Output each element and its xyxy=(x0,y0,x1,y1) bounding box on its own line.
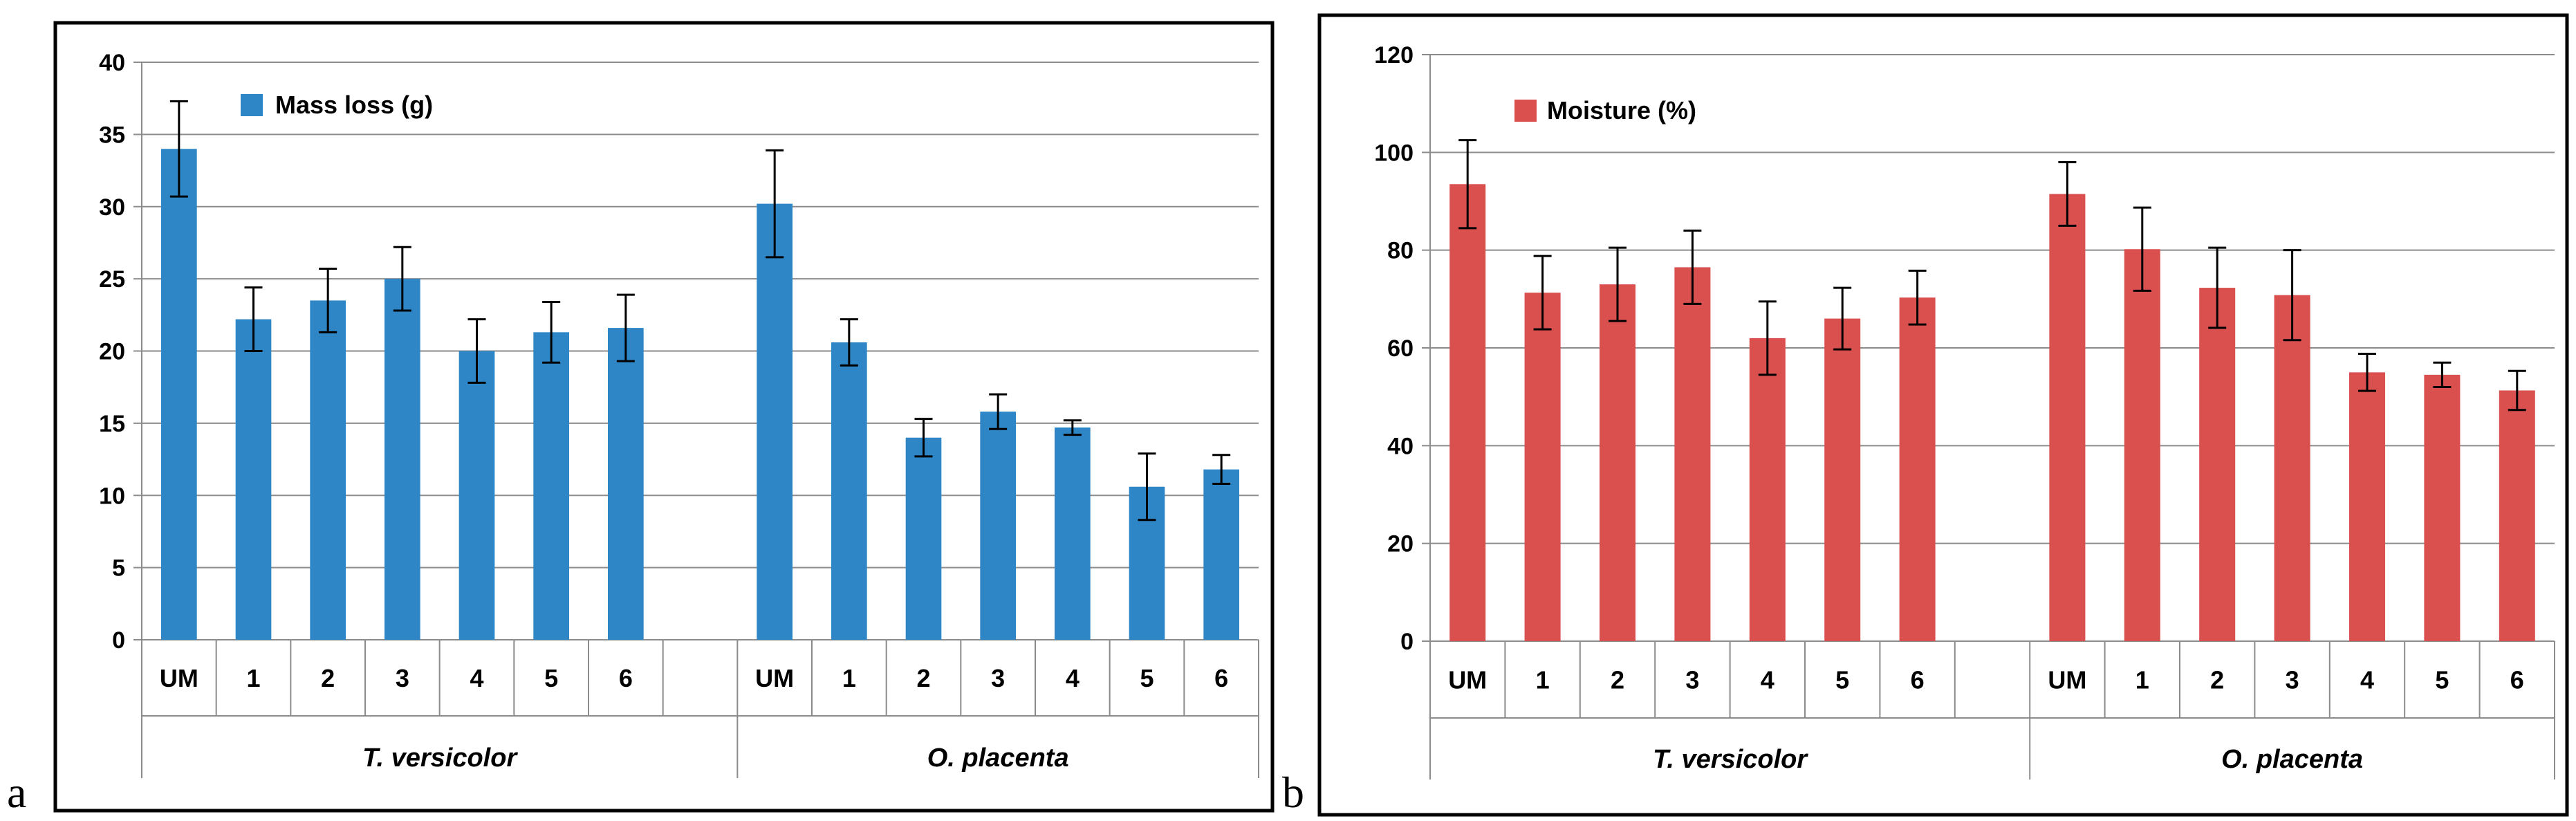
y-tick-label: 60 xyxy=(1387,335,1414,362)
category-label: 6 xyxy=(2510,666,2524,694)
category-label: 2 xyxy=(2210,666,2224,694)
group-label: O. placenta xyxy=(2221,745,2363,774)
category-label: 2 xyxy=(916,664,930,692)
bar-tv-1 xyxy=(235,319,272,640)
bar-tv-2 xyxy=(310,300,346,640)
category-label: 1 xyxy=(1536,666,1550,694)
category-label: UM xyxy=(2048,666,2086,694)
bar-op-3 xyxy=(980,412,1017,640)
category-label: 2 xyxy=(321,664,335,692)
category-label: 1 xyxy=(2135,666,2149,694)
y-tick-label: 10 xyxy=(99,483,125,509)
legend-label: Mass loss (g) xyxy=(275,91,433,119)
y-tick-label: 40 xyxy=(1387,433,1414,459)
bar-tv-6 xyxy=(1899,297,1936,641)
category-label: UM xyxy=(1448,666,1487,694)
bar-op-4 xyxy=(2348,372,2386,641)
bar-op-3 xyxy=(2274,295,2310,641)
bar-tv-5 xyxy=(533,332,570,640)
legend-label: Moisture (%) xyxy=(1547,96,1696,124)
group-label: O. placenta xyxy=(927,744,1069,773)
chart-panel-b: 0 20 40 60 80 100 120 UM 1 2 3 4 5 6 UM 1 2 3 4 5 6 T. versic… xyxy=(1282,13,2569,817)
category-label: 3 xyxy=(2286,666,2299,694)
bar-op-2 xyxy=(2199,288,2236,641)
bar-op-6 xyxy=(1203,469,1240,640)
y-tick-label: 120 xyxy=(1374,42,1414,68)
chart-panel-a: 0 5 10 15 20 25 30 35 40 UM 1 2 3 4 5 6 UM 1 2 3 4 5 6 T. versi… xyxy=(7,21,1275,817)
y-tick-label: 0 xyxy=(112,627,125,654)
category-label: 4 xyxy=(1066,664,1079,692)
bar-op-um xyxy=(757,203,793,640)
panel-label: b xyxy=(1282,768,1304,817)
category-label: 5 xyxy=(1835,666,1849,694)
y-tick-label: 5 xyxy=(112,555,125,582)
category-label: 4 xyxy=(1761,666,1775,694)
y-tick-label: 35 xyxy=(99,122,125,148)
bar-tv-um xyxy=(1449,184,1486,641)
group-label: T. versicolor xyxy=(362,744,518,773)
category-label: UM xyxy=(160,664,198,692)
bar-tv-um xyxy=(160,149,197,640)
category-label: 6 xyxy=(619,664,633,692)
bar-op-1 xyxy=(2124,249,2160,642)
bar-op-2 xyxy=(905,437,942,640)
bar-op-um xyxy=(2049,194,2086,641)
category-label: UM xyxy=(755,664,794,692)
category-label: 6 xyxy=(1214,664,1228,692)
category-label: 3 xyxy=(991,664,1005,692)
bar-tv-5 xyxy=(1824,318,1861,641)
y-tick-label: 80 xyxy=(1387,238,1414,264)
group-label: T. versicolor xyxy=(1653,745,1808,774)
legend-swatch xyxy=(1514,100,1537,122)
y-tick-label: 0 xyxy=(1400,629,1414,655)
bar-op-6 xyxy=(2499,390,2535,641)
y-tick-label: 40 xyxy=(99,50,125,76)
y-tick-label: 25 xyxy=(99,266,125,293)
y-tick-label: 30 xyxy=(99,194,125,221)
category-label: 1 xyxy=(246,664,260,692)
bar-op-4 xyxy=(1054,427,1091,640)
category-label: 4 xyxy=(470,664,483,692)
bar-tv-3 xyxy=(384,279,420,640)
category-label: 3 xyxy=(1685,666,1699,694)
panel-label: a xyxy=(7,768,26,817)
bar-tv-2 xyxy=(1599,284,1636,642)
y-tick-label: 15 xyxy=(99,411,125,437)
category-label: 4 xyxy=(2360,666,2374,694)
category-label: 5 xyxy=(2435,666,2449,694)
legend-swatch xyxy=(241,94,263,116)
bar-tv-4 xyxy=(1749,338,1786,641)
category-label: 6 xyxy=(1911,666,1925,694)
category-label: 2 xyxy=(1611,666,1624,694)
y-tick-label: 20 xyxy=(1387,531,1414,557)
bar-op-1 xyxy=(831,342,867,640)
y-tick-label: 20 xyxy=(99,339,125,365)
y-tick-label: 100 xyxy=(1374,140,1414,166)
category-label: 3 xyxy=(396,664,409,692)
bar-op-5 xyxy=(2424,374,2461,641)
category-label: 5 xyxy=(544,664,558,692)
bar-tv-1 xyxy=(1524,293,1561,641)
bar-tv-4 xyxy=(458,351,495,640)
bar-tv-6 xyxy=(607,328,644,640)
category-label: 5 xyxy=(1140,664,1153,692)
bar-tv-3 xyxy=(1674,267,1711,641)
category-label: 1 xyxy=(842,664,856,692)
